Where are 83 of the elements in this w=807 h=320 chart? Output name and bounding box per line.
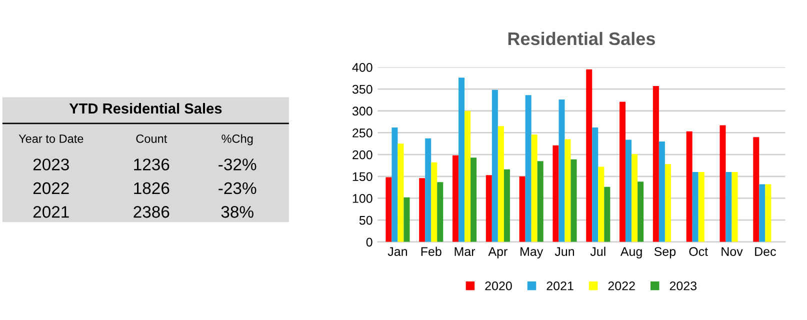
bar (552, 145, 559, 242)
x-tick-label: Feb (421, 246, 442, 256)
bar (753, 137, 760, 242)
bar (386, 177, 392, 242)
bar (398, 144, 404, 242)
x-tick-label: Jan (388, 247, 407, 256)
legend-label: 2022 (608, 281, 635, 290)
x-tick-label: Aug (620, 247, 642, 258)
bar (632, 154, 638, 242)
text: Count (136, 134, 168, 143)
x-tick-label: Apr (488, 247, 508, 258)
legend-label: 2021 (546, 281, 574, 290)
bar (658, 141, 665, 242)
bar (425, 138, 432, 242)
text: Year to Date (18, 134, 84, 143)
text: 1236 (134, 158, 170, 170)
chart-title: Residential Sales (508, 32, 655, 46)
bar (525, 95, 532, 242)
bar (392, 127, 398, 242)
bar (537, 161, 544, 242)
bar (638, 182, 644, 242)
bar (464, 110, 471, 242)
x-tick-label: Mar (454, 247, 476, 256)
y-tick-label: 300 (352, 106, 372, 116)
text: 2023 (33, 158, 69, 170)
bar (531, 134, 538, 242)
x-tick-label: Oct (689, 247, 708, 256)
bar (664, 164, 671, 242)
bar (620, 102, 626, 242)
y-tick-label: 0 (366, 238, 372, 247)
text: 2022 (33, 182, 69, 194)
bar (726, 172, 732, 242)
text: YTD Residential Sales (69, 102, 222, 114)
bar (692, 172, 698, 242)
y-tick-label: 150 (352, 172, 372, 182)
text: 2021 (33, 206, 69, 218)
x-tick-label: Sep (654, 247, 676, 258)
text: 1826 (134, 182, 170, 194)
bar (486, 175, 492, 242)
bar (592, 127, 598, 242)
bar (564, 139, 571, 242)
bar (586, 69, 592, 242)
text: -32% (218, 158, 256, 170)
text: 38% (221, 206, 254, 218)
text: 2386 (134, 206, 170, 218)
bar (686, 131, 692, 242)
bar (598, 166, 604, 242)
bar (732, 172, 738, 242)
bar (570, 159, 577, 242)
bar (558, 100, 565, 242)
bar (470, 158, 477, 242)
y-tick-label: 200 (352, 150, 372, 160)
bar (492, 90, 498, 242)
y-tick-label: 100 (352, 194, 372, 203)
bar (404, 197, 410, 242)
bar (419, 178, 426, 242)
bar (698, 172, 704, 242)
legend-label: 2023 (670, 281, 697, 290)
x-tick-label: May (520, 247, 544, 258)
bar (652, 86, 659, 242)
legend-label: 2020 (485, 281, 512, 290)
bar (437, 182, 444, 242)
bar (431, 162, 438, 242)
x-tick-label: Dec (755, 247, 776, 256)
bar (765, 184, 772, 242)
bar (504, 169, 510, 242)
bar (759, 184, 766, 242)
x-tick-label: Nov (722, 247, 743, 256)
text: %Chg (222, 134, 253, 146)
bar (604, 186, 610, 242)
bar (626, 140, 632, 242)
bar (519, 176, 526, 242)
x-tick-label: Jun (554, 247, 574, 256)
bar (720, 125, 726, 242)
bar (458, 78, 465, 242)
bar (452, 155, 459, 242)
x-tick-label: Jul (590, 246, 606, 256)
y-tick-label: 400 (352, 63, 372, 72)
y-tick-label: 50 (359, 216, 372, 225)
text: -23% (218, 182, 256, 194)
y-tick-label: 250 (352, 128, 372, 138)
bar (498, 126, 504, 242)
y-tick-label: 350 (352, 84, 372, 94)
